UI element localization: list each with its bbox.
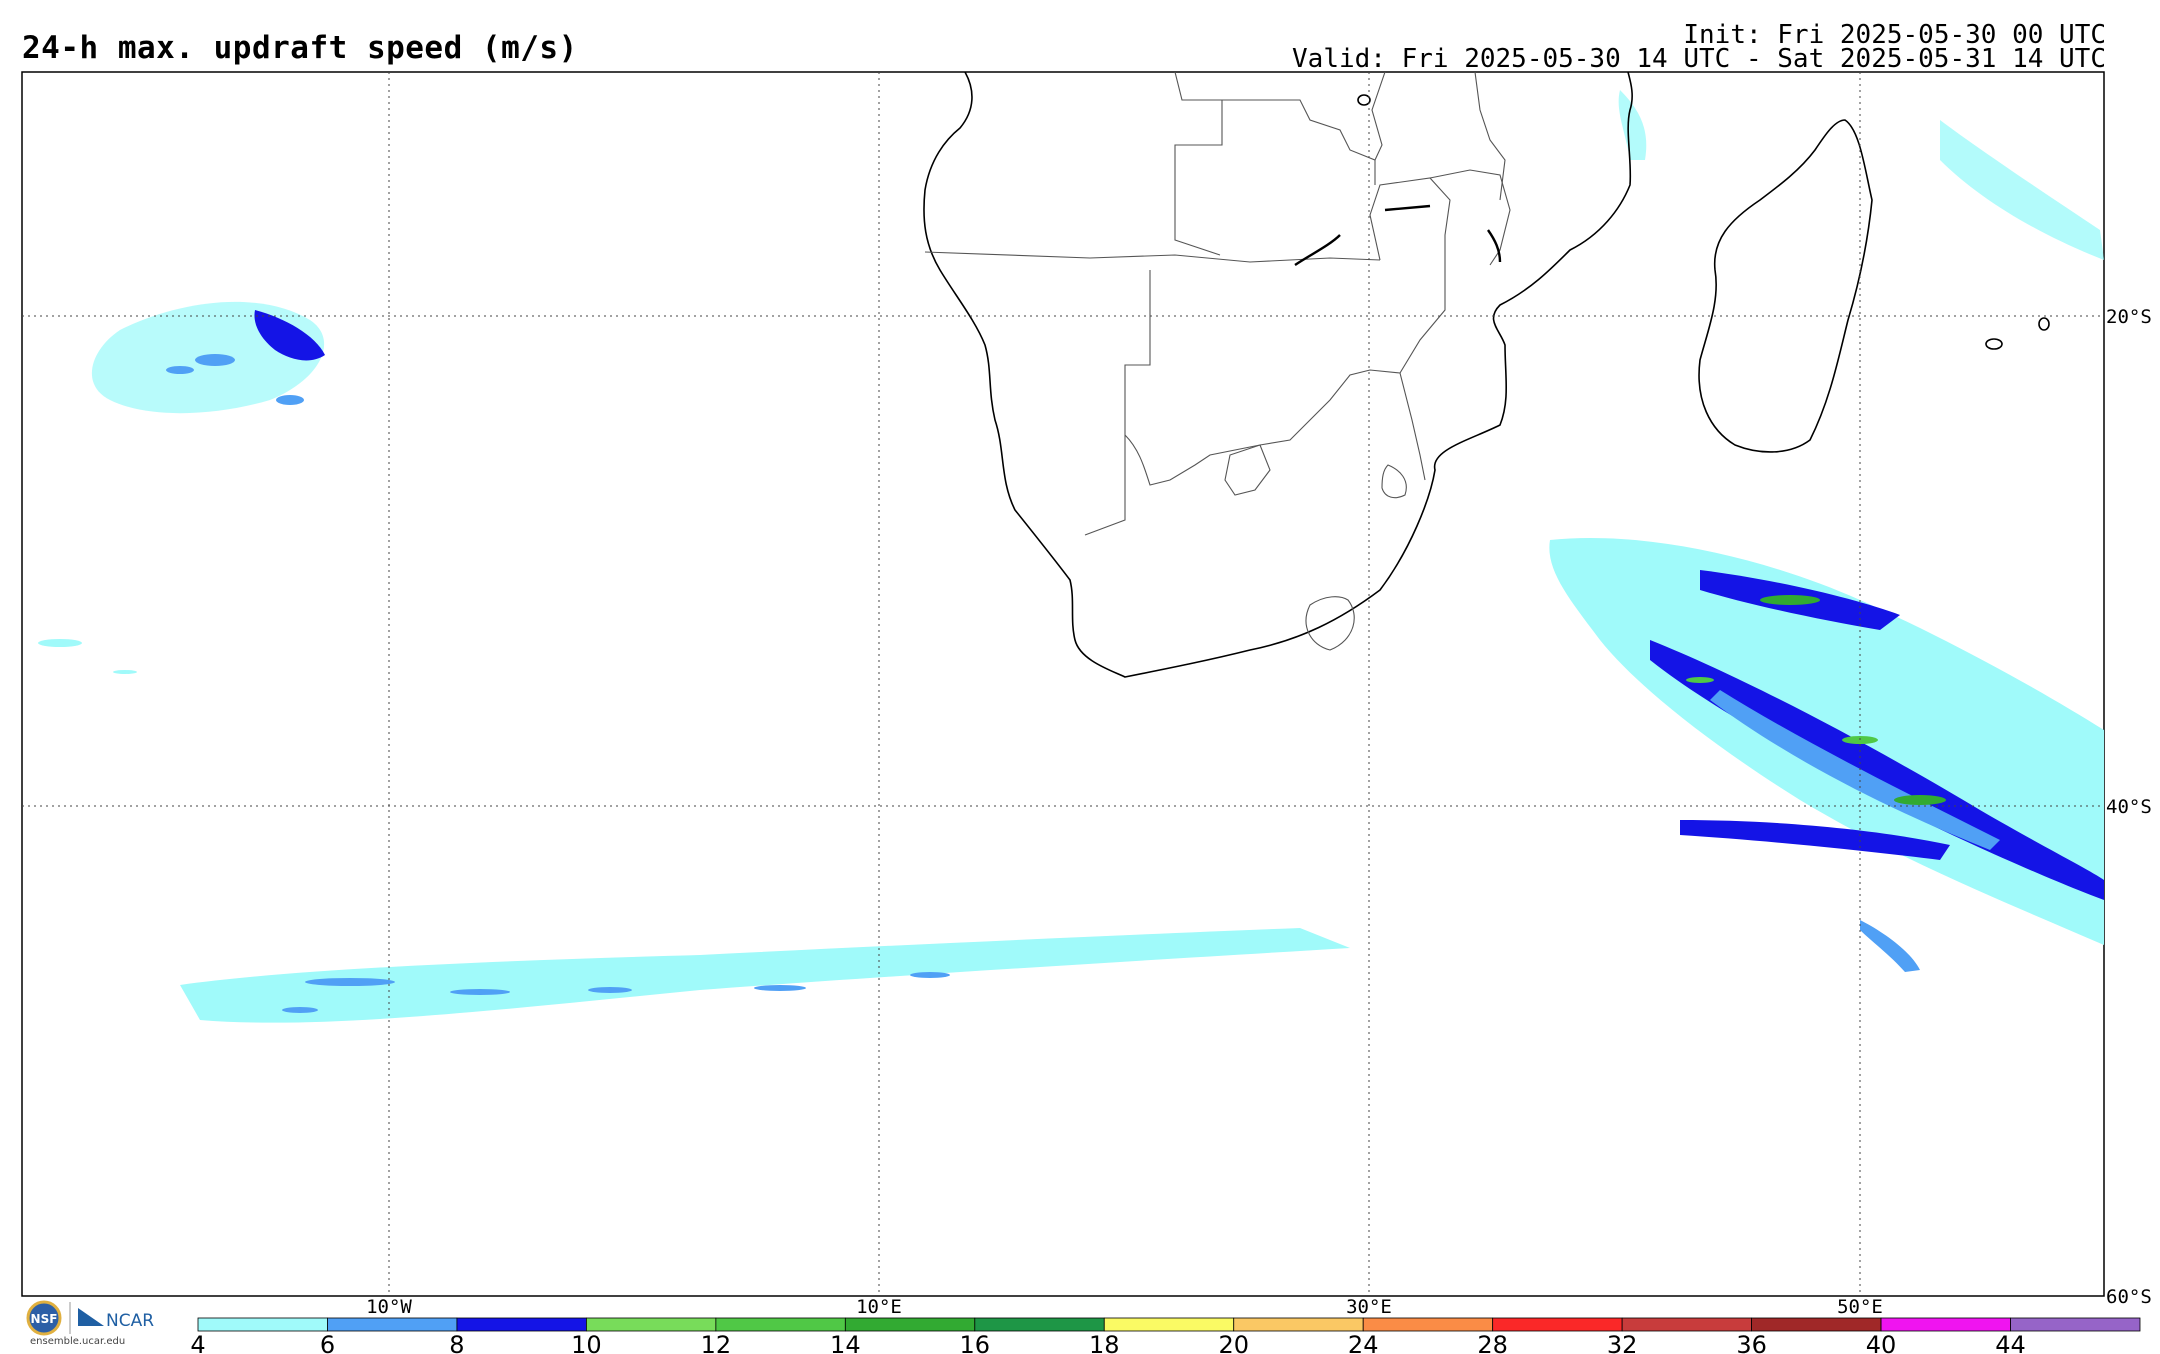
colorbar-tick-label: 6 [320, 1331, 335, 1354]
colorbar-tick-label: 8 [449, 1331, 464, 1354]
colorbar-swatch [1492, 1317, 1623, 1332]
colorbar-swatch [715, 1317, 846, 1332]
colorbar-tick-label: 16 [960, 1331, 991, 1354]
colorbar-swatch [974, 1317, 1105, 1332]
valid-time: Valid: Fri 2025-05-30 14 UTC - Sat 2025-… [1292, 44, 2106, 74]
updraft-field-indian-ocean [1549, 90, 2104, 972]
colorbar-swatch [1751, 1317, 1882, 1332]
colorbar-tick-label: 28 [1477, 1331, 1508, 1354]
colorbar-swatch [1233, 1317, 1364, 1332]
colorbar-tick-label: 14 [830, 1331, 861, 1354]
lat-label-60s: 60°S [2106, 1286, 2152, 1308]
colorbar-tick-label: 20 [1218, 1331, 1249, 1354]
lon-label-10w: 10°W [366, 1296, 412, 1318]
colorbar-swatch [1103, 1317, 1235, 1332]
colorbar-swatch [1880, 1317, 2011, 1332]
colorbar-tick-label: 18 [1089, 1331, 1120, 1354]
colorbar-tick-label: 24 [1348, 1331, 1379, 1354]
colorbar-tick-label: 32 [1607, 1331, 1638, 1354]
colorbar-tick-label: 44 [1995, 1331, 2026, 1354]
africa-coastline [923, 72, 1633, 678]
graticule [22, 72, 2104, 1296]
colorbar-tick-label: 10 [571, 1331, 602, 1354]
ncar-logo-text: NCAR [106, 1311, 154, 1331]
map-title: 24-h max. updraft speed (m/s) [22, 30, 578, 66]
colorbar-tick-label: 4 [190, 1331, 205, 1354]
updraft-field-west-atlantic [38, 301, 325, 674]
lon-label-50e: 50°E [1837, 1296, 1883, 1318]
lon-label-10e: 10°E [856, 1296, 902, 1318]
lat-label-40s: 40°S [2106, 796, 2152, 818]
colorbar: 4 6 8 10 12 14 16 18 20 24 28 32 36 40 44 [190, 1317, 2141, 1354]
coastlines [923, 72, 2050, 678]
colorbar-swatch [844, 1317, 976, 1332]
logo-url: ensemble.ucar.edu [30, 1336, 126, 1347]
colorbar-swatch [197, 1317, 328, 1332]
ncar-logo: NCAR [78, 1308, 154, 1331]
colorbar-swatch [327, 1317, 458, 1332]
colorbar-swatch [1362, 1317, 1494, 1332]
init-time: Init: Fri 2025-05-30 00 UTC [1683, 20, 2106, 50]
nsf-logo-text: NSF [31, 1312, 58, 1326]
nsf-logo: NSF [26, 1300, 62, 1336]
colorbar-swatch [586, 1317, 717, 1332]
lakes [1294, 204, 1502, 266]
colorbar-tick-label: 40 [1866, 1331, 1897, 1354]
madagascar-coastline [1698, 119, 1873, 453]
lon-label-30e: 30°E [1346, 1296, 1392, 1318]
lat-label-20s: 20°S [2106, 306, 2152, 328]
colorbar-swatch [2010, 1317, 2141, 1332]
country-borders [924, 72, 1511, 651]
updraft-field-south-atlantic [180, 928, 1350, 1023]
colorbar-tick-label: 36 [1736, 1331, 1767, 1354]
colorbar-swatch [1621, 1317, 1752, 1332]
colorbar-tick-label: 12 [701, 1331, 732, 1354]
colorbar-swatch [456, 1317, 587, 1332]
